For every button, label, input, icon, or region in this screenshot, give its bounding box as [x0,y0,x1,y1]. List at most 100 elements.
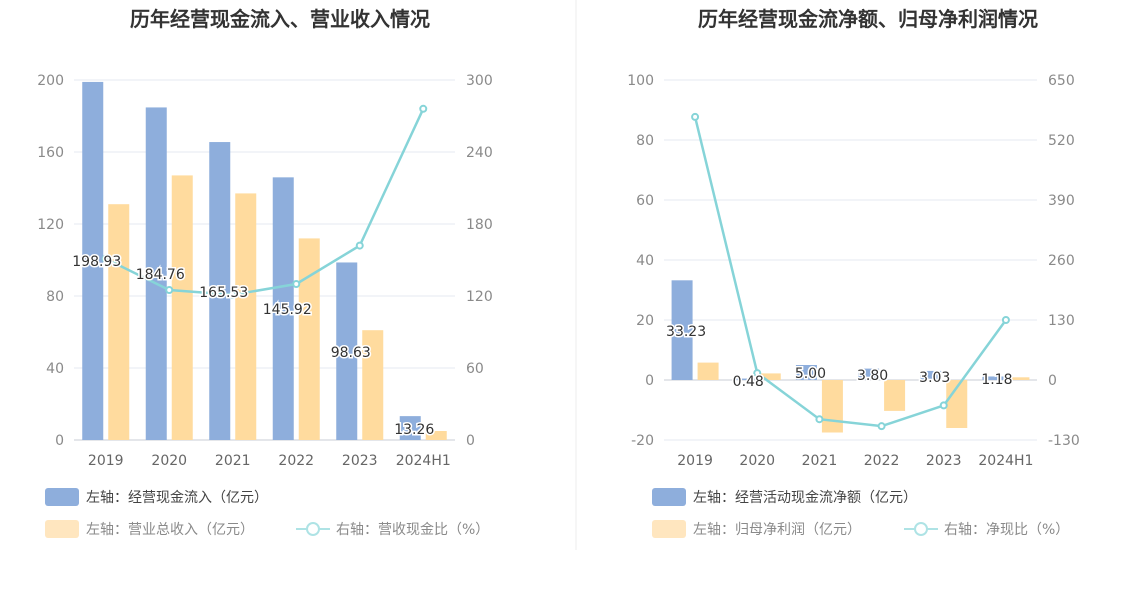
data-label: 198.93 [72,254,121,270]
chart-1: 历年经营现金流入、营业收入情况 0 40 80 120 160 200 0 60 120 180… [37,7,493,538]
chart-1-title: 历年经营现金流入、营业收入情况 [130,7,430,31]
bar-primary[interactable] [209,142,231,440]
data-label: 184.76 [136,267,185,283]
left-axis-tick-label: 40 [636,253,654,269]
line-point[interactable] [815,415,824,424]
chart-1-line [101,104,428,299]
legend-label-net-cash-flow[interactable]: 左轴：经营活动现金流净额（亿元） [693,490,917,506]
x-axis-tick-label: 2024H1 [978,453,1033,469]
bar-primary[interactable] [272,177,294,440]
chart-2-bars [671,280,1030,433]
bar-secondary[interactable] [108,204,130,440]
bar-secondary[interactable] [1008,377,1030,380]
bar-primary[interactable] [858,368,880,380]
right-axis-tick-label: 650 [1048,73,1075,89]
data-label: 13.26 [394,422,434,438]
bar-secondary[interactable] [425,431,447,440]
bar-primary[interactable] [82,81,104,441]
right-axis-tick-label: 260 [1048,253,1075,269]
line-point[interactable] [165,286,174,294]
chart-2-title: 历年经营现金流净额、归母净利润情况 [698,7,1038,31]
x-axis-tick-label: 2023 [342,453,378,469]
chart-2-right-axis-ticks: -130 0 130 260 390 520 650 [1048,73,1080,449]
bar-secondary[interactable] [362,330,384,440]
chart-1-bars [82,81,447,441]
bar-primary[interactable] [982,376,1004,380]
line-point[interactable] [101,254,110,263]
right-axis-tick-label: 0 [1048,373,1057,389]
right-axis-tick-label: 180 [466,217,493,233]
x-axis-tick-label: 2023 [926,453,962,469]
right-axis-tick-label: 60 [466,361,484,377]
right-axis-tick-label: 390 [1048,193,1075,209]
x-axis-tick-label: 2020 [739,453,775,469]
left-axis-tick-label: 60 [636,193,654,209]
data-label: 3.80 [857,368,888,384]
legend-swatch-cash-inflow[interactable] [45,488,79,506]
bar-secondary[interactable] [759,373,781,380]
bar-primary[interactable] [920,370,942,380]
bar-secondary[interactable] [298,238,320,440]
chart-2-legend[interactable]: 左轴：经营活动现金流净额（亿元） 左轴：归母净利润（亿元） 右轴：净现比（%） [652,488,1069,538]
legend-marker-net-cash-ratio[interactable] [914,522,928,536]
left-axis-tick-label: 20 [636,313,654,329]
left-axis-tick-label: 80 [46,289,64,305]
bar-primary[interactable] [399,416,421,440]
data-label: 5.00 [795,366,826,382]
legend-swatch-net-profit[interactable] [652,520,686,538]
bar-primary[interactable] [145,107,167,440]
bar-secondary[interactable] [697,362,719,380]
chart-2-gridlines [664,79,1037,441]
left-axis-tick-label: 80 [636,133,654,149]
bar-primary[interactable] [795,365,817,380]
chart-2-line [691,112,1010,431]
bar-secondary[interactable] [821,380,843,433]
bar-secondary[interactable] [946,380,968,428]
left-axis-tick-label: 120 [37,217,64,233]
line-point[interactable] [753,369,762,378]
x-axis-tick-label: 2019 [88,453,124,469]
bar-secondary[interactable] [884,380,906,411]
legend-label-net-cash-ratio[interactable]: 右轴：净现比（%） [944,522,1069,538]
legend-swatch-net-cash-flow[interactable] [652,488,686,506]
chart-1-legend[interactable]: 左轴：经营现金流入（亿元） 左轴：营业总收入（亿元） 右轴：营收现金比（%） [45,488,489,538]
data-label: 33.23 [666,324,706,340]
bar-primary[interactable] [733,378,755,380]
data-label: 145.92 [263,302,312,318]
legend-label-net-profit[interactable]: 左轴：归母净利润（亿元） [693,521,861,538]
chart-1-x-axis-ticks: 2019 2020 2021 2022 2023 2024H1 [88,453,451,469]
bar-primary[interactable] [671,280,693,380]
bar-secondary[interactable] [171,175,193,440]
legend-swatch-revenue[interactable] [45,520,79,538]
legend-label-ratio[interactable]: 右轴：营收现金比（%） [336,522,489,538]
line-point[interactable] [228,290,237,299]
right-axis-tick-label: 520 [1048,133,1075,149]
line-point[interactable] [691,112,700,121]
bar-primary[interactable] [336,262,358,440]
chart-1-left-axis-ticks: 0 40 80 120 160 200 [37,73,64,449]
line-point[interactable] [419,104,428,113]
line-point[interactable] [939,401,948,410]
line-point[interactable] [292,280,301,288]
x-axis-tick-label: 2022 [864,453,900,469]
x-axis-tick-label: 2024H1 [396,453,451,469]
left-axis-tick-label: 100 [627,73,654,89]
chart-1-right-axis-ticks: 0 60 120 180 240 300 [466,73,493,449]
x-axis-tick-label: 2021 [802,453,838,469]
chart-1-data-labels: 198.93 184.76 165.53 145.92 98.63 13.26 [71,253,436,440]
line-point[interactable] [355,241,364,250]
data-label: 0.48 [733,374,764,390]
right-axis-tick-label: 240 [466,145,493,161]
legend-label-cash-inflow[interactable]: 左轴：经营现金流入（亿元） [86,490,268,506]
left-axis-tick-label: -20 [631,433,654,449]
bar-secondary[interactable] [235,193,257,440]
line-point[interactable] [877,422,886,431]
legend-label-revenue[interactable]: 左轴：营业总收入（亿元） [86,522,254,538]
right-axis-tick-label: 120 [466,289,493,305]
legend-marker-ratio[interactable] [306,522,320,536]
chart-2-left-axis-ticks: -20 0 20 40 60 80 100 [627,73,654,449]
left-axis-tick-label: 40 [46,361,64,377]
line-point[interactable] [1001,316,1010,324]
right-axis-tick-label: -130 [1048,433,1080,449]
